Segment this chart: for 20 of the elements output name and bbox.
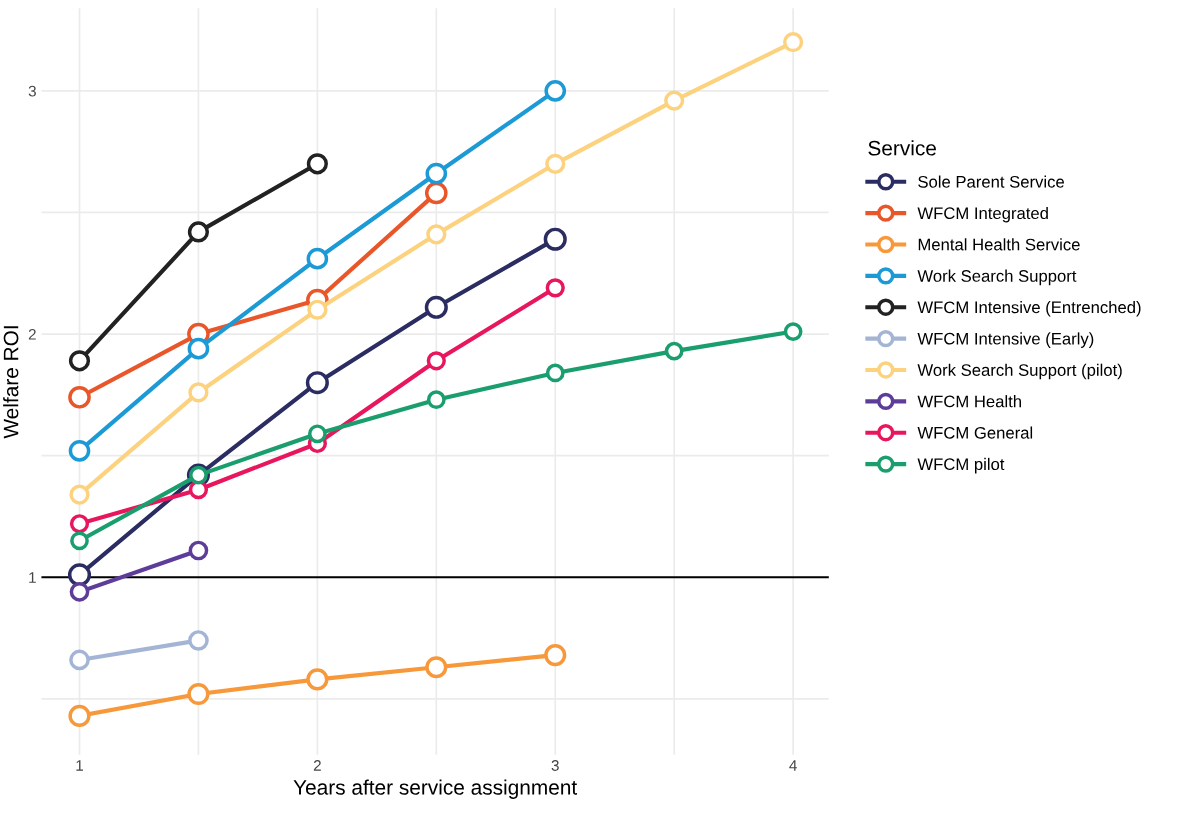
- legend-label: Mental Health Service: [918, 238, 1080, 251]
- x-tick-label: 2: [313, 760, 321, 771]
- y-tick-label: 3: [28, 85, 36, 97]
- legend-label: WFCM Intensive (Entrenched): [917, 300, 1141, 317]
- y-tick-label: 2: [28, 328, 36, 340]
- legend-label: WFCM Health: [917, 395, 1021, 408]
- legend-title: Service: [868, 140, 936, 156]
- legend-label: WFCM pilot: [917, 457, 1005, 474]
- legend-label: WFCM General: [917, 426, 1033, 439]
- legend-label: Work Search Support (pilot): [917, 363, 1122, 380]
- y-axis-title: Welfare ROI: [3, 326, 19, 439]
- legend-label: WFCM Integrated: [917, 206, 1048, 223]
- x-tick-label: 1: [76, 760, 83, 771]
- legend-label: Sole Parent Service: [918, 175, 1064, 188]
- y-tick-label: 1: [29, 572, 36, 583]
- x-tick-label: 3: [551, 760, 559, 771]
- x-tick-label: 4: [789, 760, 797, 771]
- legend-label: WFCM Intensive (Early): [917, 332, 1094, 348]
- x-axis-title: Years after service assignment: [293, 779, 578, 799]
- legend-label: Work Search Support: [917, 269, 1077, 286]
